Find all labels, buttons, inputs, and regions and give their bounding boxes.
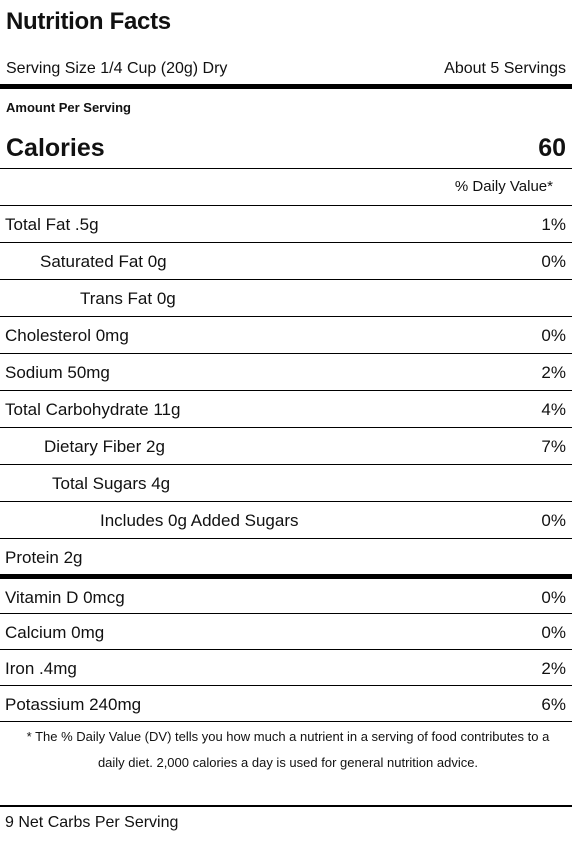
nutrient-dv: 2%	[541, 363, 566, 382]
serving-size: Serving Size 1/4 Cup (20g) Dry	[6, 60, 228, 77]
nutrient-name: Iron .4mg	[5, 659, 77, 678]
nutrient-row-dietary-fiber: Dietary Fiber 2g 7%	[0, 429, 566, 465]
nutrient-dv: 0%	[541, 511, 566, 530]
serving-info: Serving Size 1/4 Cup (20g) Dry About 5 S…	[0, 56, 566, 82]
daily-value-footnote: * The % Daily Value (DV) tells you how m…	[26, 729, 550, 770]
nutrient-row-added-sugars: Includes 0g Added Sugars 0%	[0, 503, 566, 539]
nutrient-dv: 0%	[541, 588, 566, 607]
divider	[0, 427, 572, 428]
divider	[0, 538, 572, 539]
nutrient-row-saturated-fat: Saturated Fat 0g 0%	[0, 244, 566, 280]
divider	[0, 390, 572, 391]
nutrient-row-cholesterol: Cholesterol 0mg 0%	[0, 318, 566, 354]
nutrient-name: Includes 0g Added Sugars	[100, 511, 299, 530]
nutrient-name: Total Fat .5g	[5, 215, 99, 234]
divider	[0, 613, 572, 614]
calories-row: Calories 60	[0, 130, 566, 166]
servings-per-container: About 5 Servings	[444, 60, 566, 77]
nutrient-name: Trans Fat 0g	[80, 289, 176, 308]
nutrient-row-calcium: Calcium 0mg 0%	[0, 615, 566, 651]
nutrient-dv: 4%	[541, 400, 566, 419]
nutrient-name: Protein 2g	[5, 548, 83, 567]
nutrient-dv: 1%	[541, 215, 566, 234]
nutrient-dv: 0%	[541, 326, 566, 345]
divider	[0, 205, 572, 206]
nutrient-row-total-fat: Total Fat .5g 1%	[0, 207, 566, 243]
nutrient-dv: 7%	[541, 437, 566, 456]
nutrient-name: Saturated Fat 0g	[40, 252, 167, 271]
nutrient-dv: 0%	[541, 252, 566, 271]
nutrient-name: Cholesterol 0mg	[5, 326, 129, 345]
divider	[0, 464, 572, 465]
nutrient-name: Sodium 50mg	[5, 363, 110, 382]
amount-per-serving: Amount Per Serving	[6, 100, 131, 115]
nutrient-row-sodium: Sodium 50mg 2%	[0, 355, 566, 391]
divider	[0, 353, 572, 354]
nutrient-row-potassium: Potassium 240mg 6%	[0, 687, 566, 723]
divider	[0, 168, 572, 169]
nutrient-row-trans-fat: Trans Fat 0g	[0, 281, 566, 317]
nutrient-row-vitamin-d: Vitamin D 0mcg 0%	[0, 580, 566, 616]
nutrient-row-iron: Iron .4mg 2%	[0, 651, 566, 687]
label-title: Nutrition Facts	[6, 8, 171, 35]
nutrient-dv: 2%	[541, 659, 566, 678]
calories-label: Calories	[6, 133, 105, 162]
nutrient-row-protein: Protein 2g	[0, 540, 566, 576]
divider	[0, 501, 572, 502]
divider	[0, 685, 572, 686]
thick-divider	[0, 84, 572, 89]
nutrient-name: Potassium 240mg	[5, 695, 142, 714]
divider	[0, 242, 572, 243]
nutrient-name: Calcium 0mg	[5, 623, 105, 642]
daily-value-header: % Daily Value*	[454, 178, 553, 195]
nutrient-name: Total Carbohydrate 11g	[5, 400, 181, 419]
thick-divider	[0, 574, 572, 579]
nutrient-row-total-carbohydrate: Total Carbohydrate 11g 4%	[0, 392, 566, 428]
nutrient-dv: 0%	[541, 623, 566, 642]
divider	[0, 805, 572, 807]
nutrient-name: Total Sugars 4g	[52, 474, 171, 493]
divider	[0, 279, 572, 280]
nutrient-dv: 6%	[541, 695, 566, 714]
net-carbs-note: 9 Net Carbs Per Serving	[5, 814, 179, 831]
divider	[0, 649, 572, 650]
divider	[0, 721, 572, 722]
nutrient-name: Dietary Fiber 2g	[44, 437, 165, 456]
nutrient-row-total-sugars: Total Sugars 4g	[0, 466, 566, 502]
nutrient-name: Vitamin D 0mcg	[5, 588, 125, 607]
divider	[0, 316, 572, 317]
calories-value: 60	[538, 133, 566, 162]
